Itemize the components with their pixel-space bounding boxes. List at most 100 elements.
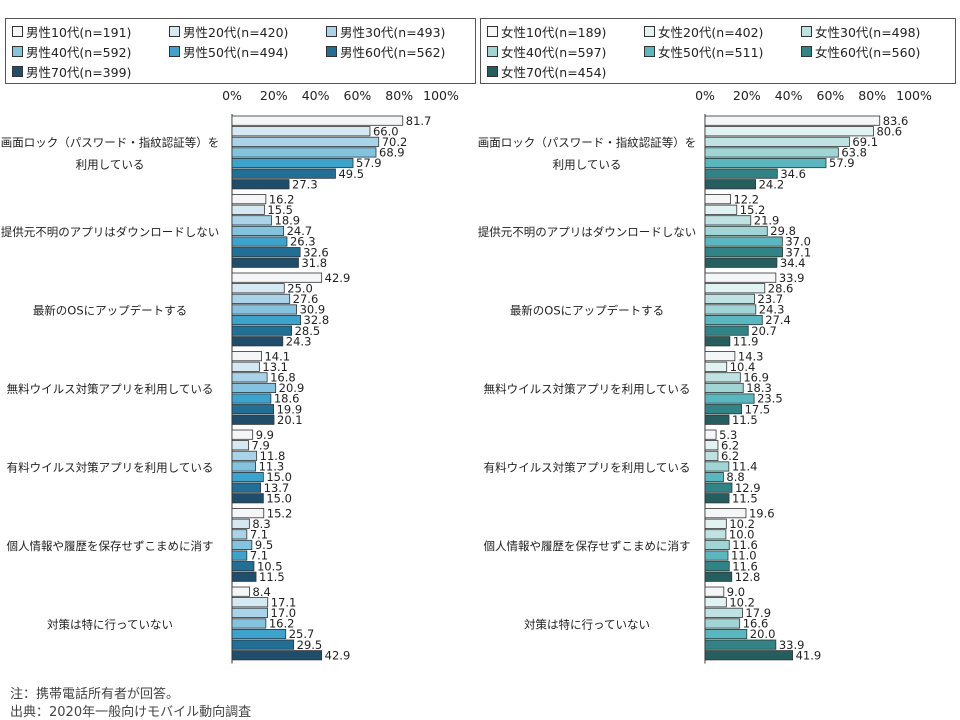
bar-male-3-5 (231, 404, 274, 415)
bar-female-3-6 (704, 414, 730, 425)
bar-value-label: 23.5 (757, 392, 783, 406)
bar-male-0-2 (231, 136, 380, 147)
bar-male-6-2 (231, 607, 268, 618)
bar-value-label: 28.5 (295, 324, 321, 338)
category-label: 最新のOSにアップデートする (510, 303, 664, 317)
bar-value-label: 9.5 (255, 538, 273, 552)
bar-female-1-5 (704, 247, 783, 258)
bar-female-1-0 (704, 194, 731, 205)
bar-value-label: 70.2 (382, 135, 408, 149)
bar-value-label: 10.0 (729, 528, 755, 542)
legend-label: 女性10代(n=189) (501, 25, 607, 40)
bar-male-2-5 (231, 325, 292, 336)
bar-value-label: 31.8 (301, 256, 327, 270)
bar-value-label: 30.9 (300, 303, 326, 317)
legend-swatch (801, 26, 812, 37)
bar-value-label: 41.9 (796, 648, 822, 662)
legend-swatch (169, 26, 180, 37)
bar-value-label: 33.9 (779, 271, 805, 285)
bar-female-6-0 (704, 586, 725, 597)
legend-swatch (487, 66, 498, 77)
bar-female-2-4 (704, 314, 763, 326)
legend-female: 女性10代(n=189) 女性20代(n=402) 女性30代(n=498) 女性40… (480, 18, 956, 84)
bar-female-2-1 (704, 283, 766, 294)
bar-value-label: 63.8 (841, 146, 867, 160)
bar-value-label: 17.1 (271, 595, 297, 609)
legend-item-male-1: 男性20代(n=420) (169, 22, 288, 41)
bar-male-2-1 (231, 283, 285, 294)
bar-female-0-4 (704, 157, 827, 169)
bar-value-label: 15.2 (740, 203, 766, 217)
legend-label: 女性30代(n=498) (815, 25, 921, 40)
bar-female-0-5 (704, 168, 778, 179)
bar-male-5-2 (231, 529, 248, 540)
bar-female-0-6 (704, 179, 756, 190)
bar-value-label: 66.0 (373, 124, 399, 138)
category-label: 有料ウイルス対策アプリを利用している (484, 460, 691, 474)
bar-value-label: 23.7 (758, 292, 784, 306)
legend-label: 女性40代(n=597) (501, 45, 607, 60)
bar-value-label: 11.9 (733, 334, 759, 348)
bar-value-label: 11.8 (260, 449, 286, 463)
bar-value-label: 17.5 (745, 402, 771, 416)
bar-value-label: 42.9 (325, 271, 351, 285)
category-label: 画面ロック（パスワード・指紋認証等）を (1, 135, 220, 149)
legend-swatch (487, 26, 498, 37)
bar-male-0-5 (231, 168, 336, 179)
bar-value-label: 18.9 (275, 214, 301, 228)
bar-value-label: 81.7 (406, 114, 432, 128)
bar-value-label: 16.6 (743, 617, 769, 631)
bar-value-label: 10.4 (730, 360, 756, 374)
bar-value-label: 42.9 (325, 648, 351, 662)
bar-male-1-6 (231, 257, 299, 268)
bar-male-3-1 (231, 361, 260, 372)
bar-value-label: 27.4 (765, 313, 791, 327)
bar-male-6-0 (231, 586, 250, 597)
bar-male-5-3 (231, 539, 253, 550)
bar-male-1-1 (231, 204, 265, 215)
bar-male-2-2 (231, 293, 291, 304)
legend-item-female-5: 女性60代(n=560) (801, 42, 920, 61)
category-label: 無料ウイルス対策アプリを利用している (484, 382, 691, 396)
bar-male-5-6 (231, 571, 257, 582)
bar-value-label: 24.7 (287, 224, 313, 238)
legend-item-female-3: 女性40代(n=597) (487, 42, 606, 61)
bar-female-0-1 (704, 126, 874, 137)
bar-value-label: 7.1 (250, 528, 268, 542)
bar-value-label: 12.2 (733, 192, 759, 206)
legend-swatch (326, 46, 337, 57)
bar-female-3-3 (704, 382, 744, 393)
bar-male-1-0 (231, 194, 267, 205)
legend-label: 男性60代(n=562) (340, 45, 446, 60)
bar-female-2-3 (704, 304, 757, 315)
legend-item-female-6: 女性70代(n=454) (487, 62, 606, 81)
bar-female-5-3 (704, 539, 730, 550)
bar-value-label: 6.2 (721, 438, 739, 452)
category-label: 対策は特に行っていない (47, 617, 173, 631)
bar-female-3-4 (704, 393, 755, 404)
legend-swatch (12, 26, 23, 37)
legend-item-male-3: 男性40代(n=592) (12, 42, 131, 61)
bar-female-1-3 (704, 225, 768, 237)
bar-value-label: 15.0 (266, 470, 292, 484)
bar-female-0-2 (704, 136, 850, 147)
bar-male-3-3 (231, 382, 277, 393)
bar-male-4-1 (231, 440, 249, 451)
bar-female-1-6 (704, 257, 778, 268)
bar-value-label: 13.1 (262, 360, 288, 374)
legend-label: 女性70代(n=454) (501, 65, 607, 80)
bar-male-0-6 (231, 179, 290, 190)
legend-label: 女性20代(n=402) (658, 25, 764, 40)
bar-male-3-2 (231, 372, 268, 383)
legend-label: 男性20代(n=420) (183, 25, 289, 40)
bar-value-label: 11.6 (732, 559, 758, 573)
x-tick-label: 60% (817, 88, 845, 103)
legend-item-female-2: 女性30代(n=498) (801, 22, 920, 41)
bar-female-4-6 (704, 493, 730, 504)
legend-item-male-6: 男性70代(n=399) (12, 62, 131, 81)
bar-female-3-2 (704, 372, 741, 383)
bar-value-label: 27.6 (293, 292, 319, 306)
bar-value-label: 32.8 (304, 313, 330, 327)
legend-label: 男性10代(n=191) (26, 25, 132, 40)
bar-value-label: 15.5 (267, 203, 293, 217)
